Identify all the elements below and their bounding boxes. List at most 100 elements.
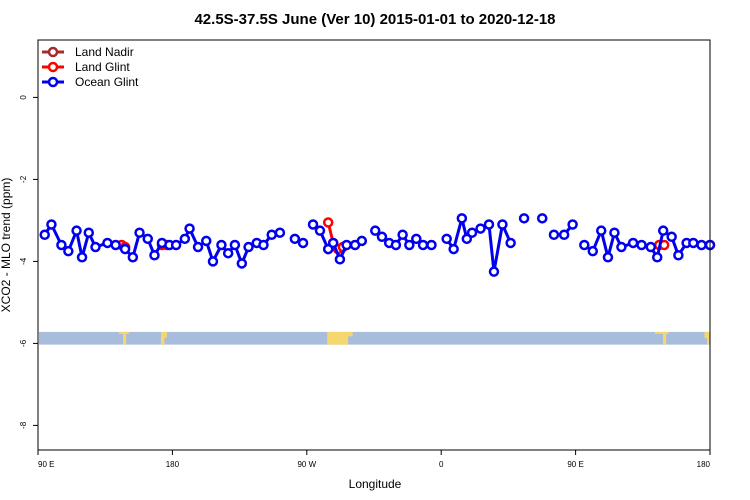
series-ocean-glint <box>39 213 716 277</box>
x-tick-label-3: 0 <box>439 460 444 469</box>
data-point-ocean-glint-0-8 <box>102 237 113 249</box>
legend-item-land-glint: Land Glint <box>42 60 130 74</box>
data-point-ocean-glint-0-6 <box>83 227 95 238</box>
data-point-ocean-glint-0-29 <box>258 239 269 251</box>
y-axis-label: XCO2 - MLO trend (ppm) <box>0 178 13 313</box>
data-point-ocean-glint-4-0 <box>441 233 452 245</box>
land-patch-9 <box>707 331 710 345</box>
data-point-ocean-glint-0-18 <box>179 233 191 245</box>
data-point-ocean-glint-4-3 <box>461 233 473 245</box>
data-point-ocean-glint-8-11 <box>666 231 677 243</box>
data-point-ocean-glint-6-0 <box>536 213 548 224</box>
land-patch-5 <box>348 331 353 337</box>
data-point-ocean-glint-0-3 <box>63 245 74 257</box>
x-tick-label-1: 180 <box>166 460 180 469</box>
legend-item-land-nadir: Land Nadir <box>42 45 134 59</box>
data-point-ocean-glint-7-0 <box>548 229 560 240</box>
x-axis-label: Longitude <box>349 477 402 491</box>
land-patch-4 <box>327 331 349 345</box>
legend-marker-ocean-glint <box>47 76 59 88</box>
data-point-ocean-glint-8-14 <box>688 237 699 249</box>
plot-series <box>39 213 716 277</box>
data-point-ocean-glint-2-5 <box>341 239 352 251</box>
x-tick-label-0: 90 E <box>38 460 54 469</box>
data-point-ocean-glint-4-6 <box>483 219 495 230</box>
land-patch-1 <box>123 331 127 345</box>
data-point-ocean-glint-0-10 <box>119 243 131 255</box>
data-point-ocean-glint-5-0 <box>518 213 530 224</box>
data-point-ocean-glint-0-14 <box>149 250 160 261</box>
data-point-ocean-glint-4-2 <box>456 213 468 224</box>
data-point-ocean-glint-0-22 <box>207 256 219 267</box>
land-patch-3 <box>160 331 165 345</box>
data-point-ocean-glint-8-6 <box>627 237 639 249</box>
data-point-ocean-glint-0-21 <box>200 235 212 247</box>
legend-label-land-glint: Land Glint <box>75 60 130 74</box>
land-ocean-band <box>39 331 710 345</box>
x-tick-label-2: 90 W <box>297 460 316 469</box>
data-point-ocean-glint-3-0 <box>369 225 381 236</box>
data-point-ocean-glint-7-2 <box>567 219 578 230</box>
data-point-ocean-glint-0-17 <box>170 239 182 251</box>
data-point-ocean-glint-8-5 <box>616 241 627 253</box>
land-patch-2 <box>163 331 167 338</box>
y-tick-label-3: -6 <box>19 339 28 347</box>
land-patch-7 <box>662 331 667 345</box>
data-point-ocean-glint-3-8 <box>426 239 437 251</box>
data-point-ocean-glint-0-12 <box>134 227 145 238</box>
data-point-ocean-glint-2-1 <box>314 225 326 236</box>
legend-label-land-nadir: Land Nadir <box>75 45 134 59</box>
x-tick-label-5: 180 <box>697 460 711 469</box>
data-point-ocean-glint-8-8 <box>645 241 657 253</box>
data-point-ocean-glint-0-26 <box>236 258 248 269</box>
data-point-ocean-glint-3-1 <box>376 231 388 243</box>
data-point-ocean-glint-8-2 <box>595 225 607 236</box>
data-point-ocean-glint-8-0 <box>579 239 590 251</box>
data-point-ocean-glint-8-4 <box>609 227 620 238</box>
data-point-ocean-glint-0-5 <box>76 252 88 263</box>
data-point-ocean-glint-8-12 <box>673 250 684 261</box>
y-tick-label-0: 0 <box>19 95 28 100</box>
plot-frame <box>37 39 711 451</box>
legend-marker-land-glint <box>47 61 59 73</box>
data-point-ocean-glint-0-20 <box>192 241 204 253</box>
data-point-ocean-glint-0-1 <box>46 219 57 230</box>
data-point-ocean-glint-4-1 <box>448 243 459 255</box>
data-point-ocean-glint-0-23 <box>216 239 227 251</box>
data-point-ocean-glint-2-7 <box>356 235 368 247</box>
y-tick-label-4: -8 <box>19 421 28 429</box>
data-point-ocean-glint-0-25 <box>229 239 241 251</box>
data-point-ocean-glint-8-1 <box>587 245 599 257</box>
legend-label-ocean-glint: Ocean Glint <box>75 75 139 89</box>
data-point-ocean-glint-4-7 <box>488 266 500 277</box>
data-point-ocean-glint-0-24 <box>222 247 234 259</box>
data-point-ocean-glint-4-9 <box>505 237 516 249</box>
data-point-ocean-glint-2-4 <box>334 254 346 265</box>
data-point-ocean-glint-4-5 <box>475 223 486 234</box>
y-axis: 0 -2 -4 -6 -8 <box>19 95 38 429</box>
data-point-ocean-glint-3-7 <box>417 239 429 251</box>
x-axis: 90 E 180 90 W 0 90 E 180 <box>37 450 711 469</box>
data-point-ocean-glint-8-7 <box>636 239 647 251</box>
data-point-ocean-glint-1-1 <box>297 237 309 249</box>
data-point-ocean-glint-2-0 <box>307 219 319 230</box>
data-point-ocean-glint-0-7 <box>90 241 101 253</box>
data-point-ocean-glint-0-13 <box>142 233 154 245</box>
land-patch-6 <box>654 331 669 334</box>
legend-marker-land-nadir <box>47 46 59 58</box>
data-point-ocean-glint-0-4 <box>71 225 82 236</box>
data-point-ocean-glint-3-3 <box>390 239 402 251</box>
x-tick-label-4: 90 E <box>567 460 583 469</box>
data-point-ocean-glint-8-15 <box>696 239 707 251</box>
y-tick-label-1: -2 <box>19 175 28 183</box>
data-point-ocean-glint-0-27 <box>243 241 254 253</box>
data-point-ocean-glint-0-19 <box>184 223 195 234</box>
data-point-ocean-glint-0-31 <box>274 227 286 238</box>
data-point-land-glint-2-0 <box>322 217 334 228</box>
data-point-ocean-glint-0-9 <box>110 239 121 251</box>
data-point-ocean-glint-4-8 <box>497 219 508 230</box>
data-point-ocean-glint-0-2 <box>56 239 67 251</box>
data-point-ocean-glint-1-0 <box>289 233 301 245</box>
data-point-ocean-glint-0-11 <box>127 252 139 263</box>
